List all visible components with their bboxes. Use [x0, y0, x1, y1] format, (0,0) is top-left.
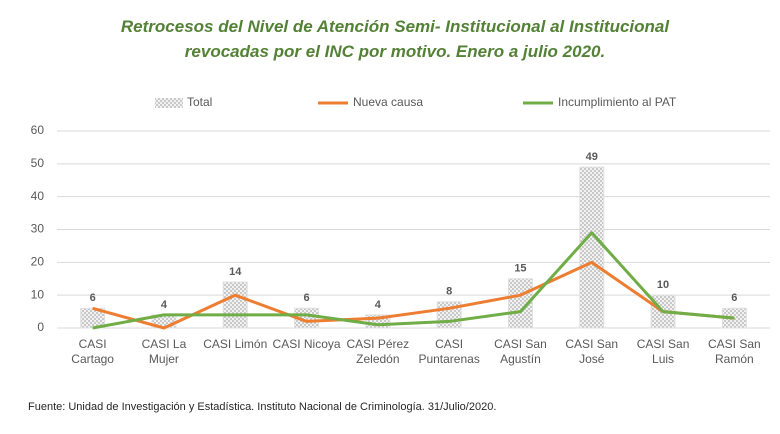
- line: [92, 231, 735, 330]
- legend-label: Nueva causa: [353, 95, 423, 109]
- y-tick-label: 0: [37, 320, 44, 334]
- data-label: 4: [161, 299, 168, 311]
- legend-swatch: [155, 98, 183, 108]
- x-tick-label: CASI Nicoya: [272, 337, 341, 351]
- y-tick-label: 60: [31, 123, 45, 137]
- x-tick-label: CASI La Mujer: [141, 337, 187, 366]
- line: [92, 260, 735, 330]
- chart-title: Retrocesos del Nivel de Atención Semi- I…: [120, 17, 670, 61]
- source-note: Fuente: Unidad de Investigación y Estadí…: [28, 401, 497, 413]
- x-tick-label: CASI San Ramón: [707, 337, 761, 366]
- data-label: 6: [90, 292, 96, 304]
- data-label: 14: [229, 266, 242, 278]
- x-tick-label: CASI Limón: [203, 337, 268, 351]
- x-tick-label: CASI San Luis: [636, 337, 690, 366]
- bar: [222, 281, 248, 329]
- x-tick-label: CASI Cartago: [71, 337, 114, 366]
- legend-label: Incumplimiento al PAT: [558, 95, 677, 109]
- data-label: 6: [731, 292, 737, 304]
- y-tick-label: 50: [31, 156, 45, 170]
- x-tick-label: CASI San José: [565, 337, 619, 366]
- y-tick-label: 30: [31, 222, 45, 236]
- y-tick-label: 20: [31, 255, 45, 269]
- y-tick-label: 40: [31, 189, 45, 203]
- y-tick-label: 10: [31, 287, 45, 301]
- data-label: 49: [586, 151, 598, 163]
- legend-label: Total: [187, 95, 212, 109]
- data-label: 10: [657, 279, 669, 291]
- x-tick-label: CASI Pérez Zeledón: [346, 337, 410, 366]
- bar: [579, 166, 605, 329]
- x-tick-label: CASI San Agustín: [494, 337, 547, 366]
- x-tick-label: CASI Puntarenas: [418, 337, 480, 366]
- data-label: 15: [514, 263, 526, 275]
- data-label: 4: [375, 299, 382, 311]
- data-label: 8: [446, 286, 452, 298]
- data-label: 6: [303, 292, 309, 304]
